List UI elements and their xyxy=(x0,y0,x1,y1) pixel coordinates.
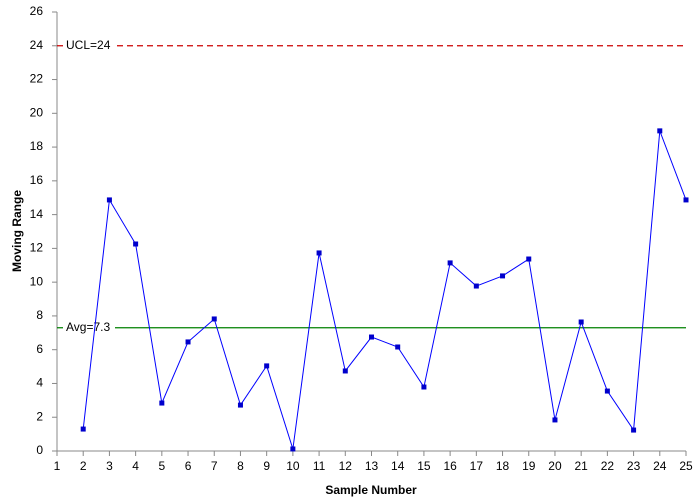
x-tick-label: 24 xyxy=(653,459,667,473)
x-tick-label: 6 xyxy=(185,459,192,473)
y-tick-label: 0 xyxy=(36,443,43,457)
point xyxy=(185,339,191,345)
x-tick-label: 19 xyxy=(522,459,536,473)
x-tick-label: 4 xyxy=(132,459,139,473)
x-tick-label: 11 xyxy=(313,459,326,473)
point xyxy=(604,388,610,394)
point xyxy=(395,344,401,350)
y-tick-label: 24 xyxy=(30,38,44,52)
y-tick-label: 16 xyxy=(30,173,44,187)
x-tick-label: 7 xyxy=(211,459,218,473)
x-tick-label: 23 xyxy=(627,459,641,473)
point xyxy=(369,334,374,340)
y-axis-title: Moving Range xyxy=(10,190,24,272)
x-tick-label: 15 xyxy=(417,459,431,473)
x-tick-label: 25 xyxy=(679,459,693,473)
reference-label-bg xyxy=(63,319,115,336)
x-tick-label: 8 xyxy=(237,459,244,473)
x-tick-label: 21 xyxy=(574,459,588,473)
reference-label-bg xyxy=(63,37,115,54)
x-tick-label: 9 xyxy=(263,459,270,473)
point xyxy=(80,426,86,432)
point xyxy=(316,250,322,256)
point xyxy=(578,319,584,325)
x-tick-label: 1 xyxy=(54,459,61,473)
point xyxy=(526,256,532,262)
x-tick-label: 10 xyxy=(286,459,300,473)
y-tick-label: 6 xyxy=(36,342,43,356)
y-tick-label: 22 xyxy=(30,72,44,86)
x-tick-label: 22 xyxy=(601,459,615,473)
point xyxy=(133,241,139,247)
point xyxy=(500,273,506,279)
y-tick-label: 14 xyxy=(30,207,44,221)
reference-label: UCL=24 xyxy=(66,38,111,52)
x-tick-label: 2 xyxy=(80,459,87,473)
x-tick-label: 5 xyxy=(158,459,165,473)
y-tick-label: 2 xyxy=(36,409,43,423)
point xyxy=(106,197,112,203)
point xyxy=(159,400,165,406)
x-tick-label: 13 xyxy=(365,459,379,473)
point xyxy=(473,283,479,289)
series-line xyxy=(82,130,687,450)
point xyxy=(447,260,453,266)
point xyxy=(683,197,689,203)
point xyxy=(421,384,427,390)
y-tick-label: 20 xyxy=(30,105,44,119)
point xyxy=(290,446,296,452)
y-tick-label: 10 xyxy=(30,274,44,288)
x-tick-label: 16 xyxy=(443,459,457,473)
point xyxy=(657,128,663,134)
x-tick-label: 14 xyxy=(391,459,405,473)
point xyxy=(631,427,637,433)
y-tick-label: 4 xyxy=(36,376,43,390)
y-tick-label: 8 xyxy=(36,308,43,322)
x-tick-label: 20 xyxy=(548,459,562,473)
reference-label: Avg=7.3 xyxy=(66,320,110,334)
point xyxy=(211,316,217,322)
y-tick-label: 26 xyxy=(30,4,44,18)
x-tick-label: 3 xyxy=(106,459,113,473)
y-tick-label: 18 xyxy=(30,139,44,153)
point xyxy=(552,417,558,423)
y-tick-label: 12 xyxy=(30,241,44,255)
x-tick-label: 18 xyxy=(496,459,510,473)
x-tick-label: 12 xyxy=(339,459,353,473)
x-axis-title: Sample Number xyxy=(325,483,417,497)
point xyxy=(237,402,243,408)
point xyxy=(342,368,348,374)
point xyxy=(264,363,270,369)
x-tick-label: 17 xyxy=(470,459,484,473)
